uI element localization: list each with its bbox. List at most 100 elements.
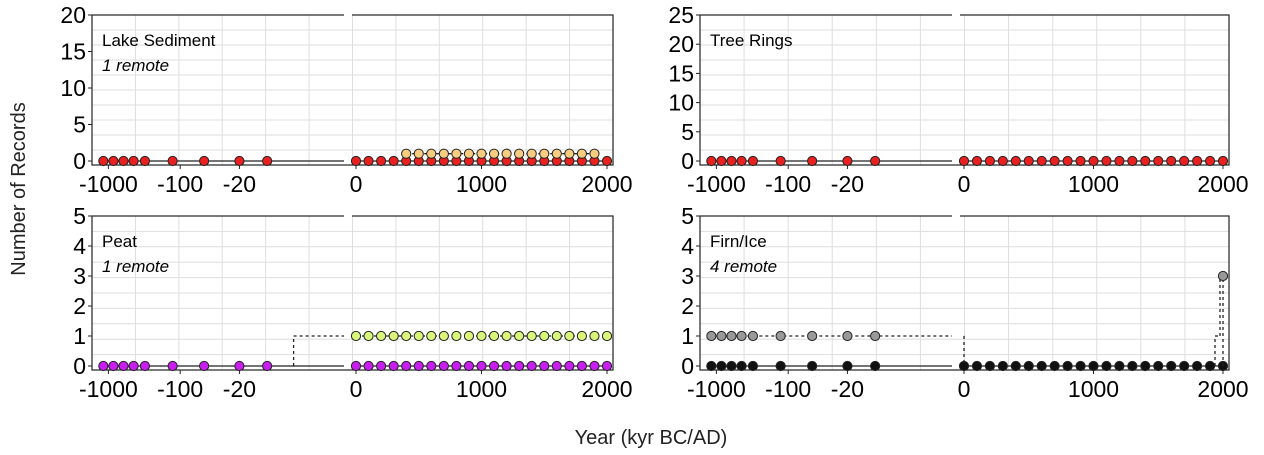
data-point xyxy=(108,360,119,372)
data-point xyxy=(1036,360,1047,372)
y-tick-label: 5 xyxy=(681,119,694,145)
x-tick-label: -1000 xyxy=(79,376,138,402)
data-point xyxy=(539,360,550,372)
data-point xyxy=(476,148,487,159)
y-tick-label: 10 xyxy=(60,75,86,101)
data-point xyxy=(576,330,588,342)
panel-title: Tree Rings xyxy=(710,31,793,50)
data-point xyxy=(539,148,550,159)
data-point xyxy=(601,360,613,372)
y-tick-label: 25 xyxy=(668,2,694,28)
data-point xyxy=(589,148,600,159)
panel-title: Peat xyxy=(102,232,137,251)
x-tick-label: 1000 xyxy=(456,171,507,197)
y-tick-label: 10 xyxy=(668,90,694,116)
data-point xyxy=(736,360,747,372)
data-point xyxy=(747,330,759,342)
data-point xyxy=(438,360,449,372)
data-point xyxy=(199,155,210,167)
data-point xyxy=(1153,360,1164,372)
data-point xyxy=(1192,360,1203,372)
data-point xyxy=(476,330,487,342)
data-point xyxy=(139,360,151,372)
data-point xyxy=(1204,360,1216,372)
data-point xyxy=(463,148,475,159)
data-point xyxy=(870,360,881,372)
chart-panel: 0 1 2 3 4 5 -1000 -100 -20 0 1000 2000 Peat 1 remote xyxy=(73,203,632,402)
data-point xyxy=(736,155,747,167)
data-point xyxy=(426,330,437,342)
data-point xyxy=(488,360,500,372)
y-tick-label: 20 xyxy=(668,31,694,57)
data-point xyxy=(1049,360,1060,372)
x-tick-label: 1000 xyxy=(1068,171,1119,197)
x-tick-label: -1000 xyxy=(687,376,746,402)
x-tick-label: 0 xyxy=(350,376,363,402)
x-tick-label: 2000 xyxy=(1197,376,1248,402)
data-point xyxy=(262,155,273,167)
x-tick-label: -1000 xyxy=(79,171,138,197)
data-point xyxy=(870,155,881,167)
data-point xyxy=(1075,155,1086,167)
data-point xyxy=(1217,155,1229,167)
data-point xyxy=(488,148,500,159)
data-point xyxy=(1036,155,1047,167)
data-point xyxy=(589,330,600,342)
data-point xyxy=(958,155,970,167)
data-point xyxy=(551,330,562,342)
data-point xyxy=(1075,360,1086,372)
data-point xyxy=(514,330,525,342)
data-point xyxy=(1049,155,1060,167)
data-point xyxy=(1140,155,1151,167)
panel-remote-count: 1 remote xyxy=(102,56,169,75)
data-point xyxy=(98,155,109,167)
data-point xyxy=(526,330,537,342)
data-point xyxy=(984,360,996,372)
data-point xyxy=(401,360,412,372)
y-tick-label: 2 xyxy=(73,293,86,319)
y-tick-label: 5 xyxy=(73,112,86,138)
data-point xyxy=(501,360,512,372)
y-tick-label: 2 xyxy=(681,293,694,319)
y-tick-label: 5 xyxy=(681,203,694,229)
data-point xyxy=(350,330,362,342)
data-point xyxy=(807,330,818,342)
data-point xyxy=(1062,360,1073,372)
data-point xyxy=(842,330,853,342)
data-point xyxy=(108,155,119,167)
x-tick-label: -20 xyxy=(831,171,864,197)
data-point xyxy=(501,148,512,159)
data-point xyxy=(413,148,424,159)
data-point xyxy=(807,155,818,167)
data-point xyxy=(1114,155,1125,167)
y-tick-label: 0 xyxy=(681,353,694,379)
data-point xyxy=(706,330,717,342)
data-point xyxy=(564,148,575,159)
data-point xyxy=(1153,155,1164,167)
data-point xyxy=(167,155,178,167)
x-tick-label: 2000 xyxy=(581,171,632,197)
data-point xyxy=(514,148,525,159)
data-point xyxy=(234,155,245,167)
y-tick-label: 20 xyxy=(60,2,86,28)
y-tick-label: 1 xyxy=(681,323,694,349)
data-point xyxy=(726,155,737,167)
data-point xyxy=(438,330,449,342)
data-point xyxy=(451,148,462,159)
data-point xyxy=(589,360,600,372)
x-tick-label: -100 xyxy=(157,376,203,402)
data-point xyxy=(376,360,387,372)
panel-title: Firn/Ice xyxy=(710,232,767,251)
data-point xyxy=(98,360,109,372)
plot-frame xyxy=(91,215,614,371)
data-point xyxy=(526,360,537,372)
x-tick-label: -100 xyxy=(765,376,811,402)
data-point xyxy=(601,155,613,167)
data-point xyxy=(1127,360,1138,372)
data-point xyxy=(971,155,983,167)
data-point xyxy=(401,148,412,159)
data-point xyxy=(451,330,462,342)
x-tick-label: -1000 xyxy=(687,171,746,197)
data-point xyxy=(539,330,550,342)
data-point xyxy=(736,330,747,342)
